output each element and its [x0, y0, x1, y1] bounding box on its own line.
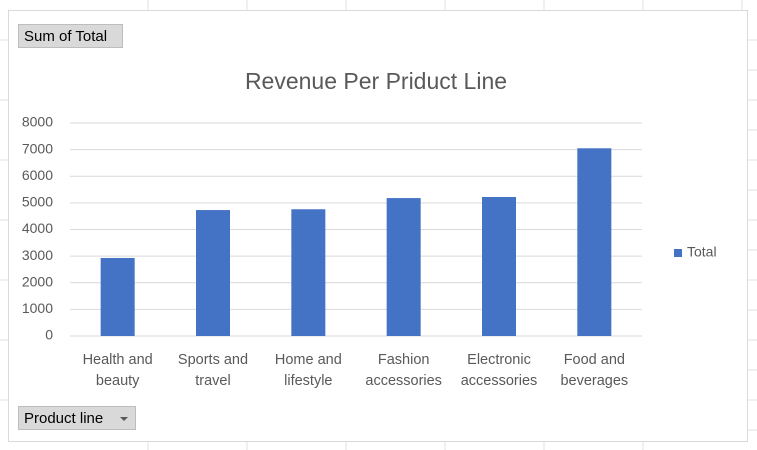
- x-tick-label: Home and lifestyle: [274, 352, 342, 389]
- chart-title: Revenue Per Priduct Line: [245, 68, 507, 94]
- x-tick-label: Food and beverages: [560, 352, 629, 389]
- axis-field-button[interactable]: Product line: [18, 406, 136, 430]
- axis-field-label: Product line: [24, 410, 104, 427]
- x-tick-label: Health and beauty: [82, 352, 153, 389]
- legend-swatch: [674, 249, 682, 257]
- values-field-button[interactable]: Sum of Total: [18, 24, 123, 48]
- legend-label: Total: [687, 244, 717, 260]
- chart-area: [8, 10, 748, 442]
- y-tick-label: 2000: [22, 273, 53, 289]
- y-tick-label: 3000: [22, 247, 53, 263]
- bar: [196, 210, 230, 336]
- bar: [482, 197, 516, 336]
- y-tick-label: 5000: [22, 194, 53, 210]
- y-tick-label: 7000: [22, 140, 53, 156]
- x-tick-label: Fashion accessories: [365, 352, 442, 389]
- y-tick-label: 4000: [22, 220, 53, 236]
- y-tick-label: 1000: [22, 300, 53, 316]
- bar: [291, 209, 326, 336]
- y-tick-label: 8000: [22, 114, 53, 130]
- bar: [577, 148, 612, 336]
- dropdown-arrow: [120, 417, 128, 421]
- bar: [100, 257, 135, 336]
- x-tick-label: Sports and travel: [177, 352, 249, 389]
- y-tick-label: 6000: [22, 167, 53, 183]
- bar: [386, 198, 421, 336]
- y-tick-label: 0: [45, 327, 53, 343]
- x-tick-label: Electronic accessories: [460, 352, 538, 389]
